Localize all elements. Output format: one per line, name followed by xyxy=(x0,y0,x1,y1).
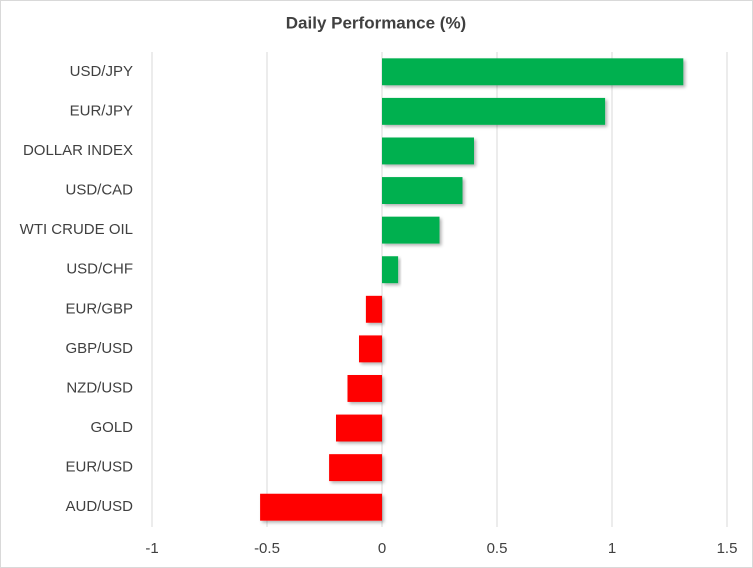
y-tick-label: EUR/GBP xyxy=(65,300,133,317)
y-tick-label: NZD/USD xyxy=(66,379,133,396)
x-tick-label: 1 xyxy=(608,540,616,557)
y-tick-label: GOLD xyxy=(90,419,133,436)
y-tick-label: DOLLAR INDEX xyxy=(23,142,133,159)
bar xyxy=(382,256,399,284)
y-tick-label: GBP/USD xyxy=(65,340,133,357)
bar xyxy=(359,335,382,363)
y-tick-label: EUR/USD xyxy=(65,459,133,476)
chart-title: Daily Performance (%) xyxy=(286,13,466,32)
bar xyxy=(329,454,382,482)
y-tick-label: EUR/JPY xyxy=(70,102,133,119)
bar xyxy=(382,177,463,204)
bar xyxy=(382,97,606,125)
x-tick-label: -1 xyxy=(145,540,158,557)
x-tick-label: -0.5 xyxy=(254,540,280,557)
y-tick-label: USD/JPY xyxy=(70,63,133,80)
y-tick-label: USD/CHF xyxy=(66,261,133,278)
bar xyxy=(382,216,440,244)
y-tick-label: AUD/USD xyxy=(65,498,133,515)
bar xyxy=(260,493,382,521)
bar xyxy=(336,414,382,442)
bar xyxy=(347,375,382,402)
bar xyxy=(382,58,684,86)
x-tick-label: 0.5 xyxy=(487,540,508,557)
y-tick-label: USD/CAD xyxy=(65,182,133,199)
bar xyxy=(365,295,382,323)
y-tick-label: WTI CRUDE OIL xyxy=(20,221,133,238)
bar xyxy=(382,137,474,165)
x-tick-label: 1.5 xyxy=(717,540,738,557)
x-tick-label: 0 xyxy=(378,540,386,557)
